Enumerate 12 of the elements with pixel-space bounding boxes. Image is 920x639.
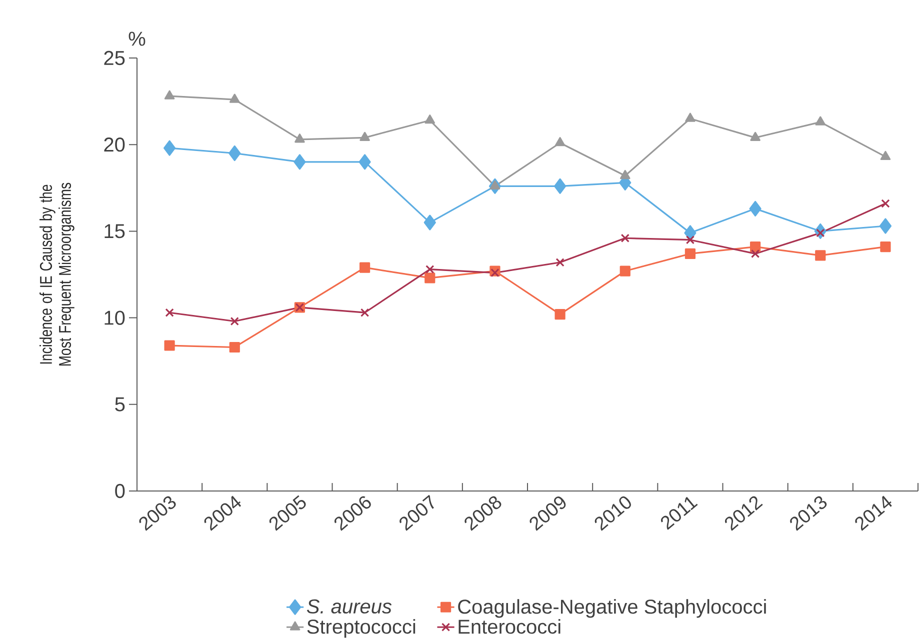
y-tick-label: 25: [104, 50, 125, 66]
legend-label: Streptococci: [307, 619, 416, 638]
y-axis-title: Incidence of IE Caused by the Most Frequent Microorganisms: [40, 182, 74, 366]
y-tick-label: 5: [115, 397, 125, 412]
y-tick-label: 0: [115, 484, 125, 498]
y-tick-label: 15: [104, 224, 125, 238]
text: %: [128, 32, 146, 46]
legend-label: S. aureus: [306, 599, 392, 614]
y-tick-label: 20: [104, 137, 125, 152]
legend-label: Coagulase-Negative Staphylococci: [458, 599, 766, 618]
y-tick-label: 10: [104, 310, 125, 325]
legend-label: Enterococci: [458, 619, 560, 634]
